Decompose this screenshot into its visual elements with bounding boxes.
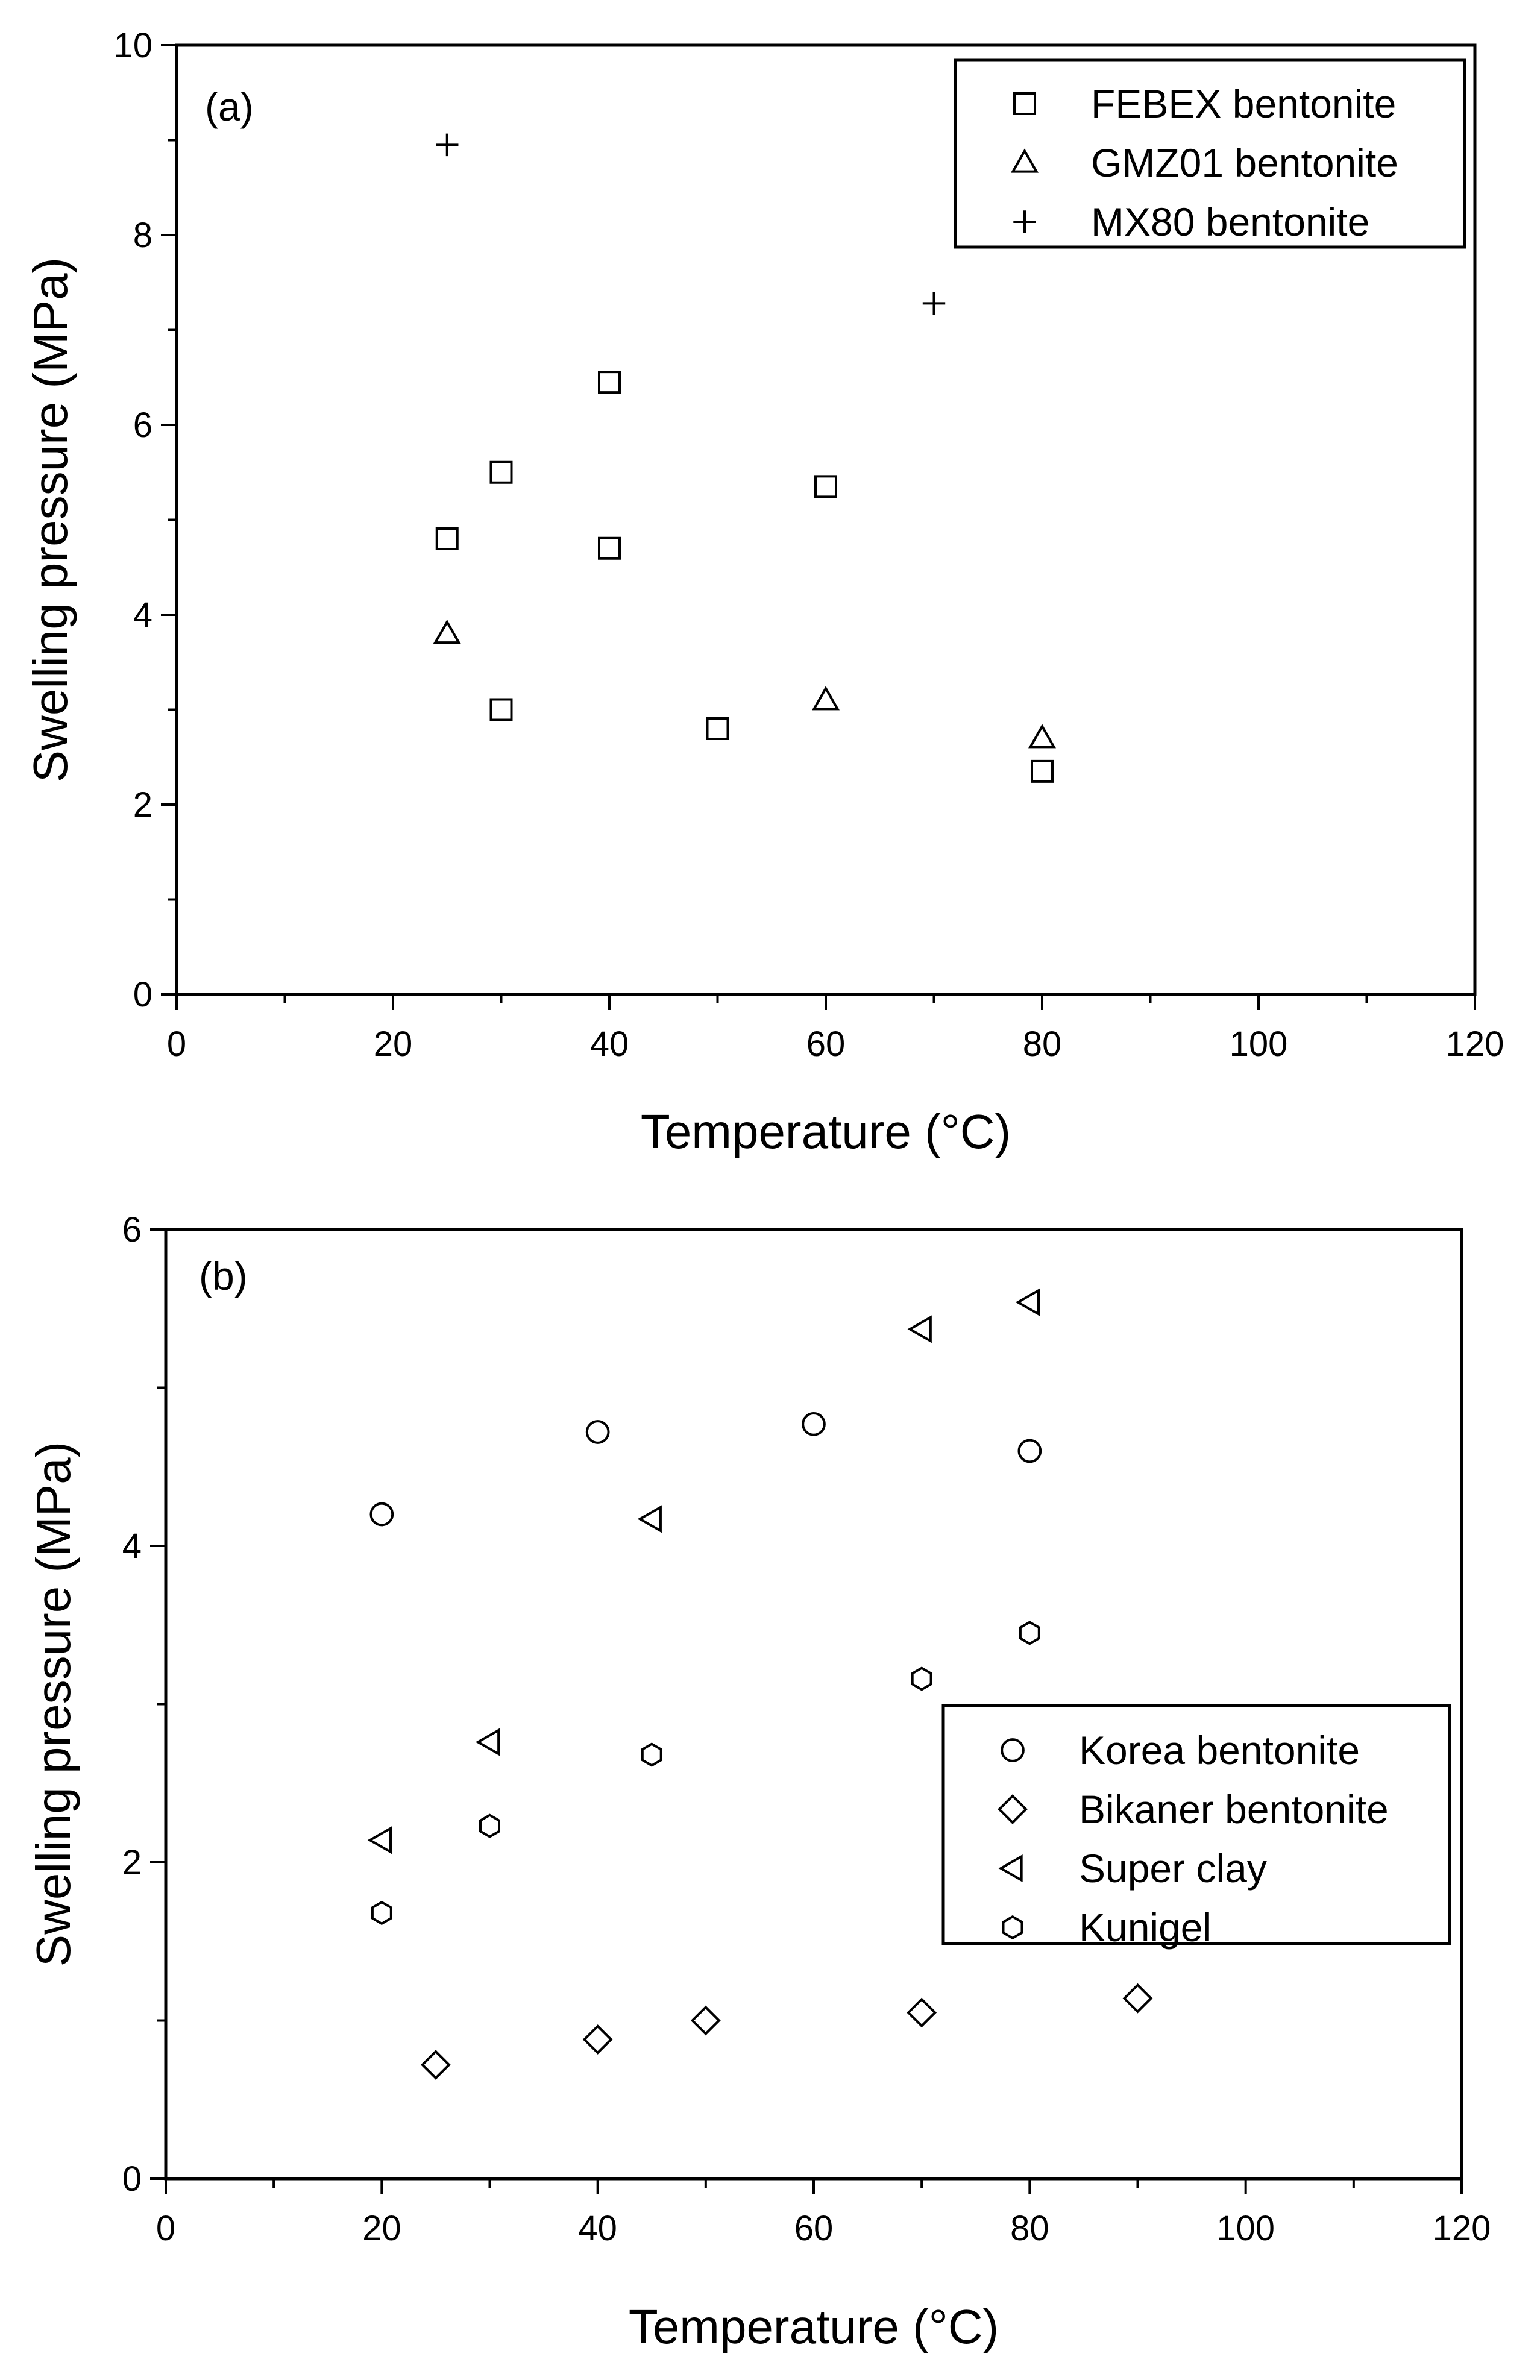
- legend-marker: [998, 1794, 1028, 1824]
- legend-label: MX80 bentonite: [1091, 199, 1369, 244]
- legend-marker: [1011, 148, 1039, 173]
- y-tick-label: 2: [133, 785, 152, 824]
- series-kunigel: [371, 1621, 1040, 1926]
- data-point: [369, 1502, 394, 1527]
- y-tick-label: 8: [133, 216, 152, 255]
- data-point: [812, 686, 840, 711]
- data-point: [489, 698, 513, 721]
- plot-frame: [175, 43, 1477, 996]
- y-tick-label: 4: [133, 595, 152, 635]
- data-point: [1122, 1983, 1153, 2014]
- legend: FEBEX bentonite GMZ01 bentonite MX80 bento…: [954, 58, 1466, 249]
- data-point: [907, 1997, 937, 2028]
- legend-label: FEBEX bentonite: [1091, 81, 1396, 126]
- legend-label: Kunigel: [1079, 1905, 1212, 1950]
- data-point: [367, 1826, 392, 1854]
- data-point: [371, 1900, 392, 1926]
- legend-marker: [1001, 1738, 1025, 1762]
- chart-panel-a: 0 20 40 60 80 100 120 0 2 4 6 8 10 Temperature (°C) Sw…: [24, 26, 1504, 1158]
- x-tick-label: 60: [806, 1025, 846, 1064]
- y-tick-label: 4: [122, 1527, 142, 1566]
- x-tick-label: 40: [590, 1025, 629, 1064]
- x-tick-label: 80: [1010, 2209, 1049, 2248]
- x-tick-label: 40: [578, 2209, 617, 2248]
- y-tick-label: 0: [133, 975, 152, 1014]
- y-tick-label: 6: [122, 1210, 142, 1249]
- y-axis-title: Swelling pressure (MPa): [24, 257, 77, 782]
- data-point: [637, 1505, 662, 1533]
- legend-box: [941, 1704, 1451, 1945]
- data-point: [706, 717, 729, 740]
- data-point: [489, 460, 513, 484]
- x-tick-label: 0: [167, 1025, 186, 1064]
- x-tick-label: 120: [1433, 2209, 1491, 2248]
- data-point: [1031, 759, 1054, 783]
- series-mx80-bentonite: [436, 133, 946, 315]
- legend-label: Bikaner bentonite: [1079, 1787, 1389, 1832]
- x-tick-label: 20: [374, 1025, 413, 1064]
- data-point: [907, 1315, 932, 1343]
- data-point: [1015, 1288, 1040, 1316]
- legend-marker: [998, 1854, 1023, 1882]
- x-tick-label: 100: [1230, 1025, 1288, 1064]
- legend: Korea bentonite Bikaner bentonite Super cl…: [941, 1704, 1451, 1950]
- series-bikaner-bentonite: [420, 1983, 1153, 2080]
- x-tick-label: 100: [1216, 2209, 1275, 2248]
- legend-label: Korea bentonite: [1079, 1728, 1360, 1772]
- series-gmz01-bentonite: [433, 619, 1056, 749]
- y-tick-label: 6: [133, 406, 152, 445]
- legend-marker: [1013, 92, 1036, 115]
- x-axis-title: Temperature (°C): [629, 2300, 999, 2353]
- y-tick-label: 0: [122, 2159, 142, 2199]
- data-point: [582, 2024, 613, 2055]
- series-super-clay: [367, 1288, 1040, 1854]
- data-point: [598, 536, 621, 560]
- panel-label: (a): [205, 84, 254, 129]
- data-point: [911, 1666, 932, 1691]
- x-tick-label: 0: [156, 2209, 175, 2248]
- legend-box: [954, 58, 1466, 249]
- data-point: [436, 133, 459, 157]
- panel-label: (b): [199, 1254, 248, 1298]
- x-tick-label: 120: [1446, 1025, 1504, 1064]
- data-point: [1028, 724, 1056, 749]
- data-point: [435, 527, 459, 550]
- legend-label: GMZ01 bentonite: [1091, 140, 1398, 185]
- data-point: [814, 475, 837, 498]
- data-point: [1017, 1439, 1042, 1463]
- data-point: [802, 1412, 826, 1436]
- legend-marker: [1013, 210, 1036, 233]
- data-point: [598, 371, 621, 394]
- legend-label: Super clay: [1079, 1846, 1267, 1891]
- data-point: [922, 292, 946, 315]
- data-point: [475, 1728, 500, 1756]
- series-korea-bentonite: [369, 1412, 1042, 1527]
- x-tick-label: 80: [1023, 1025, 1062, 1064]
- x-axis-title: Temperature (°C): [641, 1105, 1011, 1158]
- data-point: [690, 2005, 721, 2036]
- series-febex-bentonite: [435, 371, 1054, 783]
- y-axis-title: Swelling pressure (MPa): [27, 1442, 80, 1967]
- data-point: [479, 1813, 500, 1838]
- chart-panel-b: 0 20 40 60 80 100 120 0 2 4 6 Temperature (°C) Swell…: [27, 1210, 1491, 2353]
- y-tick-label: 2: [122, 1843, 142, 1882]
- y-tick-label: 10: [113, 26, 152, 65]
- data-point: [1019, 1621, 1040, 1645]
- data-point: [433, 619, 461, 644]
- data-point: [641, 1742, 662, 1767]
- data-point: [585, 1420, 610, 1444]
- data-point: [420, 2050, 451, 2080]
- x-tick-label: 60: [794, 2209, 834, 2248]
- legend-marker: [1002, 1915, 1023, 1940]
- x-tick-label: 20: [362, 2209, 401, 2248]
